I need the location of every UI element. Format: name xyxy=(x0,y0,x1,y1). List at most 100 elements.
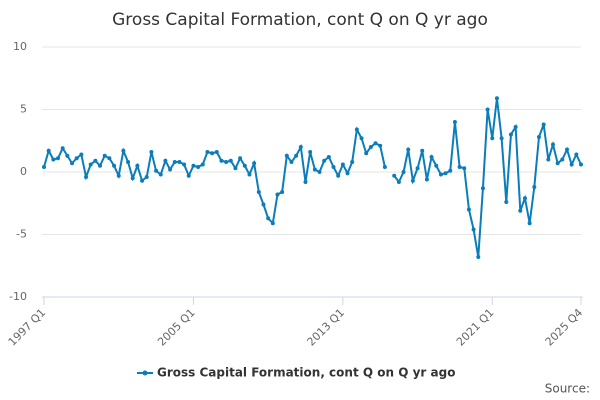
point xyxy=(289,160,294,164)
point xyxy=(373,141,378,146)
point xyxy=(275,192,280,197)
point xyxy=(158,172,163,177)
point xyxy=(196,165,201,169)
point xyxy=(378,143,383,148)
point xyxy=(466,207,471,212)
point xyxy=(70,161,75,166)
point xyxy=(270,221,275,226)
point xyxy=(574,152,579,157)
x-tick-label: 1997 Q1 xyxy=(6,306,49,349)
point xyxy=(522,196,527,201)
point xyxy=(126,160,131,164)
y-tick-label: 5 xyxy=(20,103,27,116)
point xyxy=(504,200,509,204)
point xyxy=(93,158,98,163)
point xyxy=(364,151,369,156)
point xyxy=(102,153,107,158)
point xyxy=(536,135,541,139)
point xyxy=(280,190,285,194)
point xyxy=(350,160,355,164)
point xyxy=(247,172,252,177)
point xyxy=(312,167,317,172)
point xyxy=(508,132,513,137)
point xyxy=(457,165,462,169)
point xyxy=(172,160,177,164)
point xyxy=(499,136,504,141)
point xyxy=(130,176,135,181)
point xyxy=(266,216,271,221)
point xyxy=(555,161,560,166)
point xyxy=(569,162,574,167)
point xyxy=(336,173,341,178)
point xyxy=(168,167,173,172)
point xyxy=(261,202,266,207)
point xyxy=(214,150,219,154)
point xyxy=(238,156,243,161)
legend-label: Gross Capital Formation, cont Q on Q yr … xyxy=(157,366,455,380)
point xyxy=(326,155,331,159)
point xyxy=(186,173,191,178)
point xyxy=(224,160,229,164)
point xyxy=(298,145,303,149)
point xyxy=(382,165,387,169)
point xyxy=(396,180,401,184)
point xyxy=(46,148,51,153)
point xyxy=(331,165,336,169)
point xyxy=(149,150,154,154)
point xyxy=(434,163,439,168)
point xyxy=(564,147,569,152)
source: Source: xyxy=(545,382,590,396)
point xyxy=(294,153,299,158)
point xyxy=(205,150,210,154)
point xyxy=(354,127,359,132)
point xyxy=(228,158,233,163)
point xyxy=(112,163,117,168)
point xyxy=(177,160,182,164)
point xyxy=(579,162,583,167)
point xyxy=(116,173,121,178)
point xyxy=(471,227,476,232)
point xyxy=(490,136,495,141)
line xyxy=(393,98,582,258)
point xyxy=(448,168,453,173)
point xyxy=(476,255,481,259)
y-tick-label: -10 xyxy=(9,290,27,303)
point xyxy=(527,221,532,226)
point xyxy=(410,178,415,183)
chart-title: Gross Capital Formation, cont Q on Q yr … xyxy=(112,10,488,30)
point xyxy=(340,162,345,167)
x-tick-label: 2025 Q4 xyxy=(543,306,586,349)
point xyxy=(210,151,215,156)
y-tick-label: 0 xyxy=(20,165,27,178)
y-tick-label: 10 xyxy=(13,40,27,53)
point xyxy=(560,157,565,162)
point xyxy=(98,163,103,168)
x-tick-label: 2021 Q1 xyxy=(454,306,497,349)
line xyxy=(43,126,386,226)
point xyxy=(513,125,518,129)
point xyxy=(550,142,555,147)
point xyxy=(359,136,364,141)
point xyxy=(154,168,159,173)
point xyxy=(462,166,467,171)
point xyxy=(322,158,327,163)
point xyxy=(420,148,425,153)
point xyxy=(42,165,46,169)
point xyxy=(200,162,205,167)
point xyxy=(546,157,551,162)
point xyxy=(308,150,313,154)
point xyxy=(443,171,448,176)
point xyxy=(429,155,434,159)
point xyxy=(401,170,406,174)
point xyxy=(60,146,65,151)
y-tick-label: -5 xyxy=(16,228,27,241)
point xyxy=(107,156,112,161)
point xyxy=(233,166,238,171)
point xyxy=(56,156,61,161)
point xyxy=(121,148,126,153)
point xyxy=(163,158,168,163)
point xyxy=(317,170,322,174)
point xyxy=(494,96,499,101)
point xyxy=(51,157,56,162)
